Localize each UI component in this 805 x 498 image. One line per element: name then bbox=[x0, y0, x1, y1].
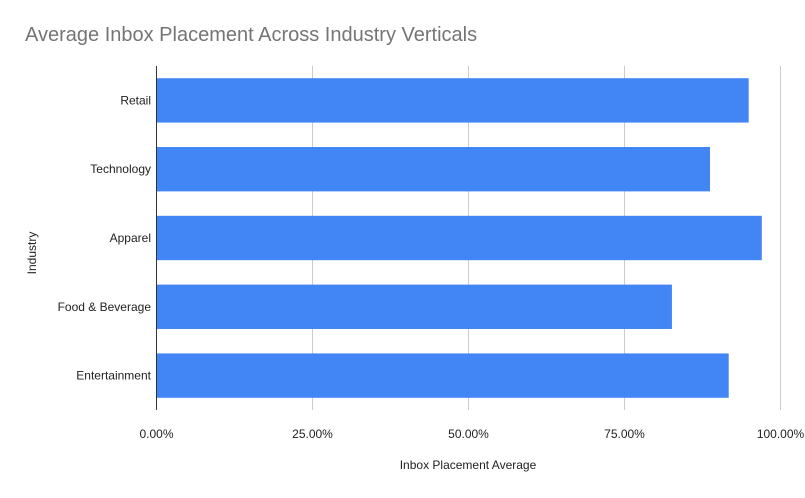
x-tick-label: 25.00% bbox=[292, 427, 333, 441]
bar bbox=[156, 147, 710, 192]
x-tick-label: 75.00% bbox=[604, 427, 645, 441]
x-tick-labels: 0.00% 25.00% 50.00% 75.00% 100.00% bbox=[139, 427, 804, 441]
bars bbox=[156, 78, 762, 398]
x-tick-label: 0.00% bbox=[139, 427, 173, 441]
bar bbox=[156, 353, 729, 398]
x-tick-label: 50.00% bbox=[448, 427, 489, 441]
x-tick-label: 100.00% bbox=[757, 427, 805, 441]
chart-title: Average Inbox Placement Across Industry … bbox=[25, 24, 478, 46]
y-tick-label: Food & Beverage bbox=[58, 300, 152, 314]
y-tick-labels: Retail Technology Apparel Food & Beverage En… bbox=[58, 93, 152, 382]
y-tick-label: Retail bbox=[120, 93, 151, 107]
y-tick-label: Apparel bbox=[110, 231, 151, 245]
y-axis-title: Industry bbox=[25, 231, 39, 275]
y-tick-label: Technology bbox=[90, 162, 151, 176]
bar bbox=[156, 284, 672, 329]
x-axis-title: Inbox Placement Average bbox=[399, 458, 537, 472]
y-tick-label: Entertainment bbox=[76, 369, 151, 383]
bar bbox=[156, 215, 762, 261]
bar bbox=[156, 78, 749, 123]
